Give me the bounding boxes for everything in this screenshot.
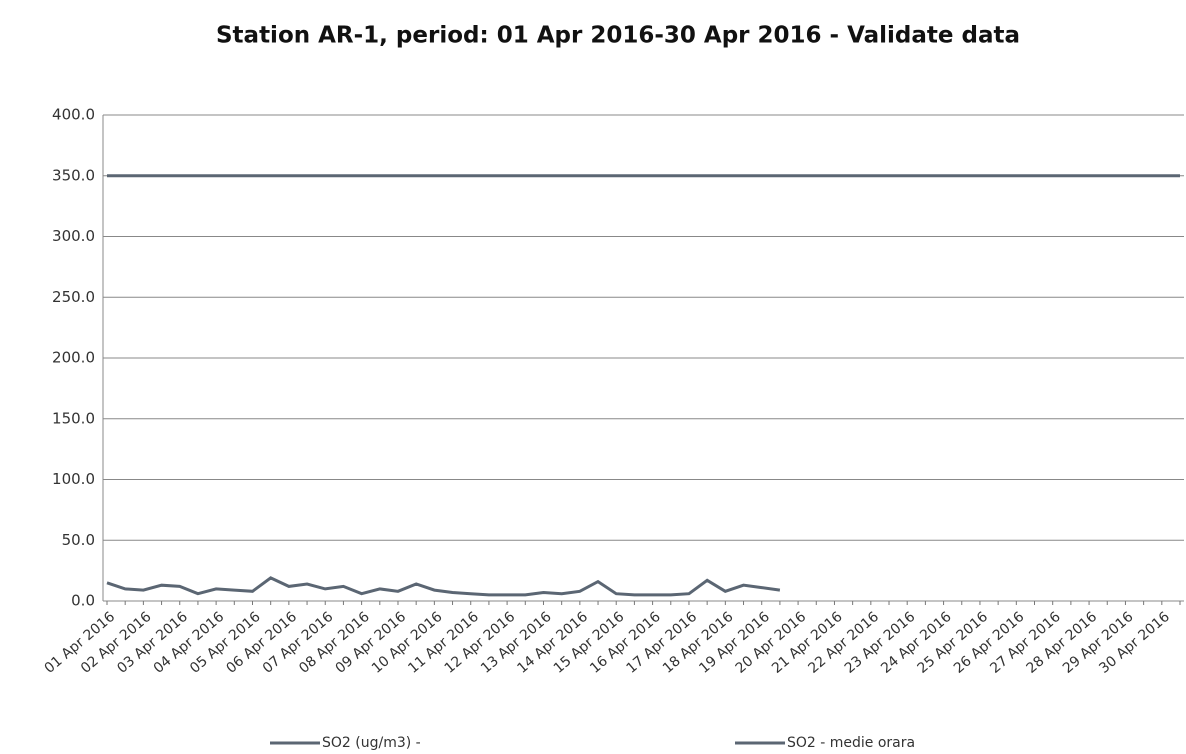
y-tick-label: 0.0 bbox=[71, 592, 95, 610]
chart-title: Station AR-1, period: 01 Apr 2016-30 Apr… bbox=[216, 23, 1020, 49]
y-tick-label: 50.0 bbox=[62, 531, 95, 549]
legend-label: SO2 (ug/m3) - bbox=[322, 735, 421, 751]
legend-label: SO2 - medie orara bbox=[787, 735, 915, 751]
y-tick-label: 350.0 bbox=[52, 166, 95, 184]
y-tick-label: 250.0 bbox=[52, 288, 95, 306]
y-tick-label: 400.0 bbox=[52, 106, 95, 124]
y-tick-label: 200.0 bbox=[52, 349, 95, 367]
y-tick-label: 100.0 bbox=[52, 470, 95, 488]
y-tick-label: 150.0 bbox=[52, 409, 95, 427]
y-tick-label: 300.0 bbox=[52, 227, 95, 245]
series-line bbox=[106, 576, 781, 597]
